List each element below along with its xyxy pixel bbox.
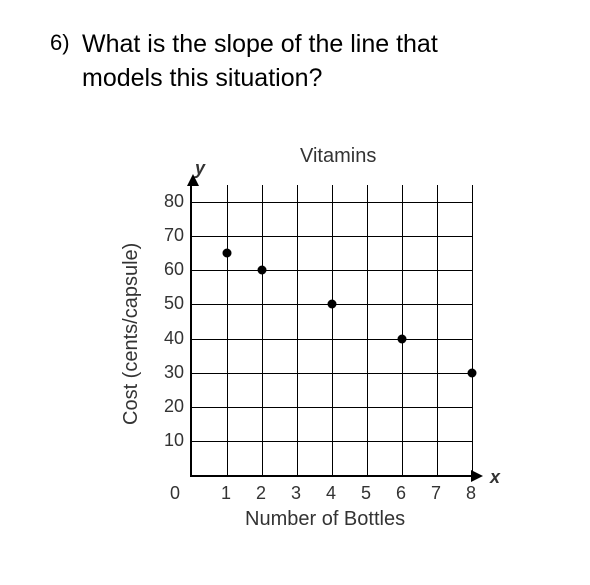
grid-line-horizontal bbox=[192, 236, 472, 237]
data-point bbox=[328, 300, 337, 309]
x-tick-label: 2 bbox=[256, 483, 266, 504]
x-tick-label: 5 bbox=[361, 483, 371, 504]
y-tick-label: 70 bbox=[164, 225, 184, 246]
origin-label: 0 bbox=[170, 483, 180, 504]
y-axis-arrow-icon bbox=[187, 174, 199, 186]
grid-line-horizontal bbox=[192, 373, 472, 374]
grid-line-vertical bbox=[367, 185, 368, 475]
y-tick-label: 50 bbox=[164, 293, 184, 314]
y-tick-label: 60 bbox=[164, 259, 184, 280]
x-tick-label: 4 bbox=[326, 483, 336, 504]
x-tick-label: 8 bbox=[466, 483, 476, 504]
x-axis-title: Number of Bottles bbox=[245, 508, 405, 531]
grid-line-horizontal bbox=[192, 339, 472, 340]
data-point bbox=[398, 334, 407, 343]
grid-line-horizontal bbox=[192, 441, 472, 442]
y-tick-label: 30 bbox=[164, 362, 184, 383]
question-text: What is the slope of the line that model… bbox=[82, 28, 522, 96]
x-tick-label: 1 bbox=[221, 483, 231, 504]
grid-line-vertical bbox=[297, 185, 298, 475]
grid-line-vertical bbox=[402, 185, 403, 475]
plot-area: 1234567810203040506070800 bbox=[190, 185, 472, 477]
vitamins-chart: Vitamins y x Cost (cents/capsule) Number… bbox=[120, 140, 520, 560]
grid-line-vertical bbox=[262, 185, 263, 475]
x-tick-label: 7 bbox=[431, 483, 441, 504]
grid-line-vertical bbox=[227, 185, 228, 475]
question-block: 6) What is the slope of the line that mo… bbox=[50, 28, 522, 96]
chart-title: Vitamins bbox=[300, 145, 376, 168]
y-tick-label: 40 bbox=[164, 328, 184, 349]
x-tick-label: 3 bbox=[291, 483, 301, 504]
grid-line-vertical bbox=[472, 185, 473, 475]
grid-line-horizontal bbox=[192, 407, 472, 408]
y-tick-label: 20 bbox=[164, 396, 184, 417]
grid-line-horizontal bbox=[192, 202, 472, 203]
y-tick-label: 10 bbox=[164, 430, 184, 451]
grid-line-horizontal bbox=[192, 270, 472, 271]
grid-line-vertical bbox=[332, 185, 333, 475]
grid-line-vertical bbox=[437, 185, 438, 475]
y-axis-title: Cost (cents/capsule) bbox=[120, 243, 143, 425]
y-tick-label: 80 bbox=[164, 191, 184, 212]
data-point bbox=[468, 368, 477, 377]
x-axis-letter: x bbox=[490, 467, 500, 488]
x-tick-label: 6 bbox=[396, 483, 406, 504]
question-number: 6) bbox=[50, 30, 70, 56]
x-axis-arrow-icon bbox=[471, 470, 483, 482]
data-point bbox=[258, 266, 267, 275]
data-point bbox=[223, 249, 232, 258]
